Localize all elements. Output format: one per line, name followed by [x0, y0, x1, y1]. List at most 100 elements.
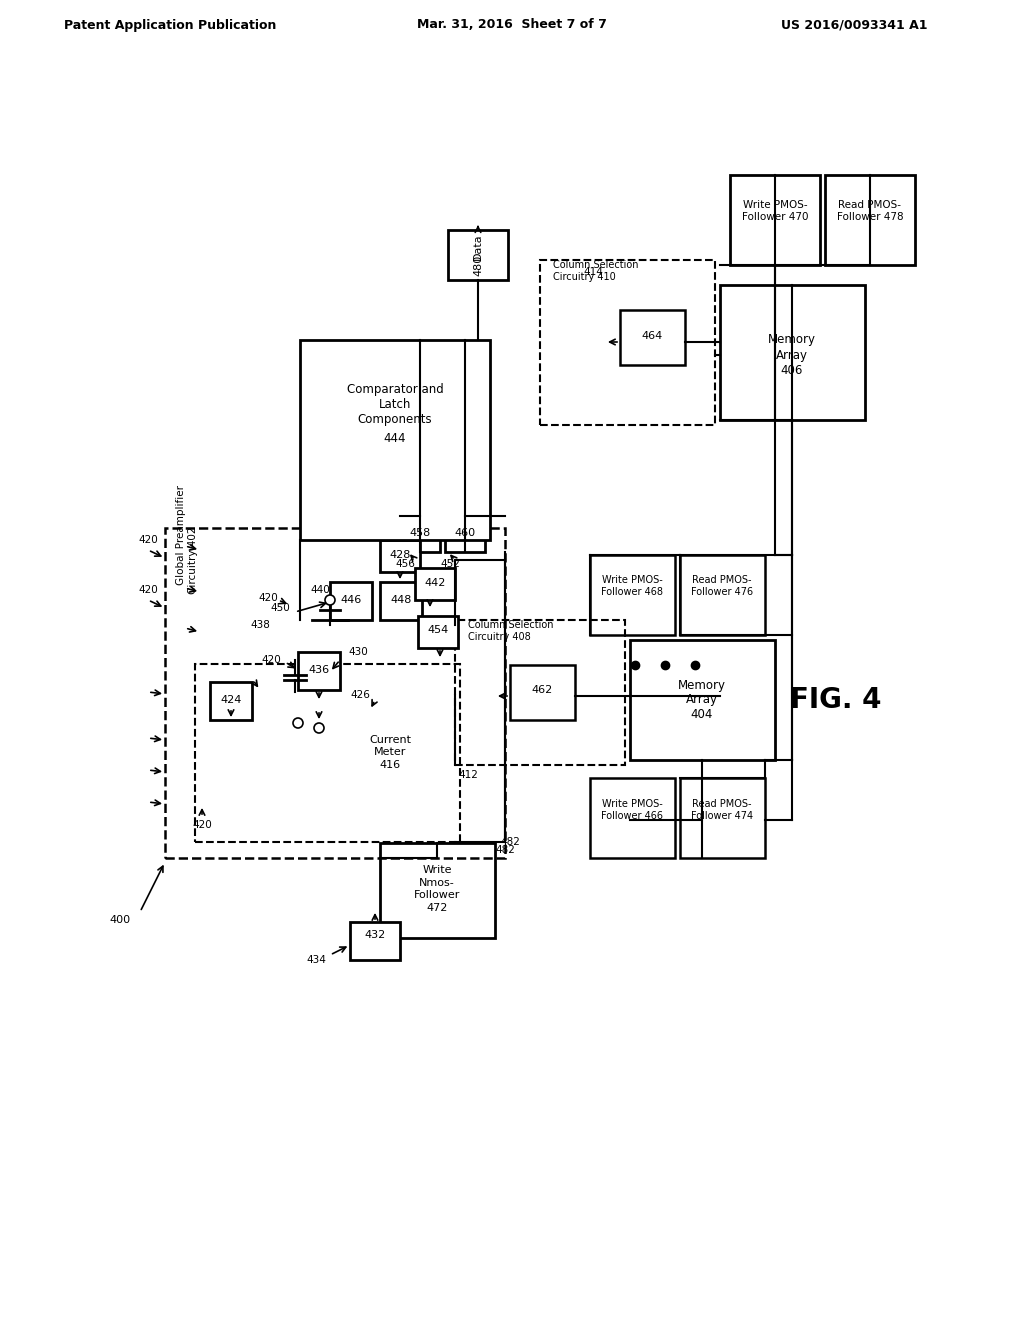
Bar [445, 516, 485, 552]
Text: 482: 482 [495, 845, 515, 855]
Text: 464: 464 [641, 331, 663, 341]
Text: 434: 434 [306, 954, 326, 965]
Text: Follower: Follower [414, 890, 460, 900]
Text: 432: 432 [365, 931, 386, 940]
Text: 440: 440 [310, 585, 330, 595]
Text: 452: 452 [440, 558, 460, 569]
Text: 436: 436 [308, 665, 330, 675]
Text: 420: 420 [138, 585, 158, 595]
Circle shape [314, 723, 324, 733]
Bar [165, 528, 505, 858]
Text: 416: 416 [380, 760, 400, 770]
Bar [330, 582, 372, 620]
Text: 420: 420 [193, 820, 212, 830]
Bar [380, 540, 420, 572]
Bar [540, 260, 715, 425]
Text: Follower 476: Follower 476 [691, 587, 753, 597]
Bar [195, 664, 460, 842]
Text: 420: 420 [258, 593, 278, 603]
Text: 428: 428 [389, 550, 411, 560]
Text: 450: 450 [270, 603, 290, 612]
Text: Latch: Latch [379, 399, 412, 412]
Circle shape [293, 718, 303, 729]
Bar [825, 176, 915, 265]
Text: 472: 472 [426, 903, 447, 913]
Bar [680, 777, 765, 858]
Bar [300, 341, 490, 540]
Bar [380, 843, 495, 939]
Text: Global Preamplifier: Global Preamplifier [176, 484, 186, 585]
Bar [400, 516, 440, 552]
Bar [620, 310, 685, 366]
Text: 454: 454 [427, 624, 449, 635]
Bar [298, 652, 340, 690]
Text: 456: 456 [395, 558, 415, 569]
Text: US 2016/0093341 A1: US 2016/0093341 A1 [780, 18, 928, 32]
Text: 424: 424 [220, 696, 242, 705]
Text: Write: Write [422, 865, 452, 875]
Text: Read PMOS-: Read PMOS- [692, 576, 752, 585]
Text: FIG. 4: FIG. 4 [790, 686, 882, 714]
Text: Components: Components [357, 413, 432, 426]
Text: Follower 478: Follower 478 [837, 213, 903, 222]
Text: Memory: Memory [768, 334, 816, 346]
Text: 420: 420 [261, 655, 281, 665]
Bar [630, 640, 775, 760]
Text: Read PMOS-: Read PMOS- [839, 201, 901, 210]
Bar [590, 777, 675, 858]
Text: Array: Array [686, 693, 718, 706]
Text: Meter: Meter [374, 747, 407, 756]
Text: 444: 444 [384, 432, 407, 445]
Text: Column Selection: Column Selection [468, 620, 554, 630]
Text: 426: 426 [350, 690, 370, 700]
Text: Circuitry 402: Circuitry 402 [188, 527, 198, 594]
Text: Column Selection: Column Selection [553, 260, 639, 271]
Text: Follower 470: Follower 470 [741, 213, 808, 222]
Text: Array: Array [776, 348, 808, 362]
Text: Data: Data [473, 234, 483, 260]
Text: 446: 446 [340, 595, 361, 605]
Text: Write PMOS-: Write PMOS- [602, 576, 663, 585]
Bar [415, 568, 455, 601]
Text: 438: 438 [250, 620, 270, 630]
Text: Nmos-: Nmos- [419, 878, 455, 888]
Bar [590, 554, 675, 635]
Text: Follower 474: Follower 474 [691, 810, 753, 821]
Bar [449, 230, 508, 280]
Text: Mar. 31, 2016  Sheet 7 of 7: Mar. 31, 2016 Sheet 7 of 7 [417, 18, 607, 32]
Text: Circuitry 408: Circuitry 408 [468, 632, 530, 642]
Text: 442: 442 [424, 578, 445, 587]
Text: 420: 420 [138, 535, 158, 545]
Text: 406: 406 [781, 363, 803, 376]
Bar [730, 176, 820, 265]
Text: 458: 458 [410, 528, 431, 539]
Text: Current: Current [369, 735, 411, 744]
Text: Follower 466: Follower 466 [601, 810, 663, 821]
Text: 448: 448 [390, 595, 412, 605]
Bar [418, 616, 458, 648]
Bar [680, 554, 765, 635]
Text: 412: 412 [458, 770, 478, 780]
Text: Write PMOS-: Write PMOS- [602, 799, 663, 809]
Bar [510, 665, 575, 719]
Bar [210, 682, 252, 719]
Text: 480: 480 [473, 255, 483, 276]
Text: 414: 414 [583, 267, 603, 277]
Bar [350, 921, 400, 960]
Text: Write PMOS-: Write PMOS- [742, 201, 807, 210]
Text: 460: 460 [455, 528, 475, 539]
Text: Circuitry 410: Circuitry 410 [553, 272, 615, 282]
Text: 404: 404 [691, 709, 713, 722]
Text: 482: 482 [500, 837, 520, 847]
Bar [720, 285, 865, 420]
Text: Comparator and: Comparator and [347, 384, 443, 396]
Text: 430: 430 [348, 647, 368, 657]
Text: 400: 400 [110, 915, 131, 925]
Text: Patent Application Publication: Patent Application Publication [63, 18, 276, 32]
Text: 462: 462 [531, 685, 553, 696]
Text: Follower 468: Follower 468 [601, 587, 663, 597]
Bar [455, 620, 625, 766]
Text: Read PMOS-: Read PMOS- [692, 799, 752, 809]
Circle shape [325, 595, 335, 605]
Bar [380, 582, 422, 620]
